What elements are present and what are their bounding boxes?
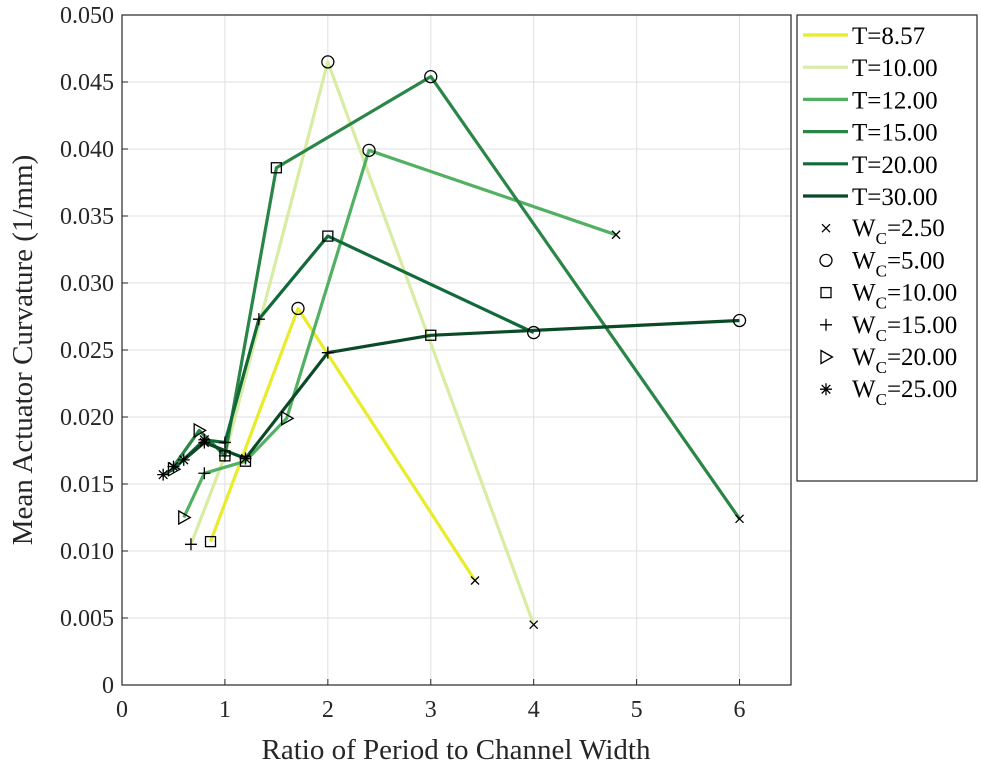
- data-point-x: [470, 576, 480, 585]
- y-tick-label: 0.030: [60, 271, 114, 297]
- data-point-square: [204, 535, 217, 548]
- y-tick-label: 0.015: [60, 472, 114, 498]
- y-tick-label: 0.025: [60, 338, 114, 364]
- series-line: [182, 148, 617, 519]
- legend-box: [796, 14, 978, 482]
- legend-label: WC=20.00: [852, 344, 957, 377]
- data-point-star: [167, 460, 180, 473]
- y-axis-ticks: 0 0.005 0.010 0.015 0.020 0.025 0.030 0.035 0.04…: [60, 3, 128, 699]
- y-axis-title: Mean Actuator Curvature (1/mm): [7, 155, 39, 546]
- data-point-plus: [184, 538, 197, 551]
- legend-marker-circle: [819, 253, 833, 268]
- x-axis-ticks: 0 1 2 3 4 5 6: [116, 679, 746, 723]
- legend-label: WC=5.00: [852, 247, 945, 280]
- legend-label: WC=25.00: [852, 376, 957, 409]
- legend-marker-square: [820, 286, 832, 299]
- legend-label: T=10.00: [852, 55, 938, 82]
- legend-marker-star: [820, 383, 832, 396]
- series-line: [189, 60, 536, 626]
- legend-marker-triangle: [820, 349, 834, 365]
- y-tick-label: 0.040: [60, 137, 114, 163]
- data-point-star: [177, 453, 190, 466]
- x-tick-label: 4: [528, 697, 540, 723]
- y-tick-label: 0.020: [60, 405, 114, 431]
- series-markers: [157, 55, 747, 630]
- legend-label: T=8.57: [852, 23, 925, 50]
- legend-label: WC=2.50: [852, 215, 945, 248]
- data-point-square: [270, 162, 283, 174]
- data-point-circle: [321, 55, 335, 69]
- data-point-plus: [252, 313, 265, 326]
- data-point-plus: [198, 467, 211, 480]
- data-point-circle: [362, 143, 376, 157]
- data-point-triangle: [167, 461, 182, 477]
- y-tick-label: 0.050: [60, 3, 114, 29]
- legend-label: WC=10.00: [852, 280, 957, 313]
- x-tick-label: 5: [631, 697, 643, 723]
- data-point-circle: [291, 301, 305, 316]
- legend-label: T=30.00: [852, 184, 938, 211]
- x-tick-label: 3: [425, 697, 437, 723]
- legend-label: T=15.00: [852, 120, 938, 147]
- data-point-triangle: [193, 422, 208, 439]
- legend-label: T=12.00: [852, 87, 938, 114]
- y-tick-label: 0.010: [60, 539, 114, 565]
- y-tick-label: 0.005: [60, 606, 114, 632]
- data-point-x: [529, 620, 539, 630]
- legend-marker-plus: [820, 318, 832, 331]
- data-point-plus: [218, 449, 231, 462]
- data-point-star: [239, 452, 252, 465]
- x-tick-label: 1: [219, 697, 231, 723]
- x-tick-label: 0: [116, 697, 128, 723]
- legend-label: T=20.00: [852, 152, 938, 179]
- x-tick-label: 2: [322, 697, 334, 723]
- data-point-star: [157, 468, 170, 481]
- data-point-square: [425, 329, 437, 341]
- data-point-plus: [321, 346, 334, 359]
- data-point-square: [322, 230, 334, 242]
- data-point-plus: [218, 436, 231, 449]
- data-point-x: [611, 230, 621, 240]
- legend: T=8.57 T=10.00 T=12.00 T=15.00 T=20.00 T=30.0…: [796, 14, 978, 482]
- data-point-x: [735, 514, 744, 524]
- data-point-circle: [732, 313, 747, 328]
- data-point-triangle: [281, 410, 295, 426]
- legend-marker-x: [821, 223, 831, 233]
- legend-label: WC=15.00: [852, 312, 957, 345]
- x-tick-label: 6: [734, 697, 746, 723]
- data-point-star: [198, 436, 211, 449]
- y-tick-label: 0.035: [60, 204, 114, 230]
- y-tick-label: 0: [102, 673, 114, 699]
- x-axis-title: Ratio of Period to Channel Width: [262, 734, 651, 766]
- data-point-triangle: [178, 509, 192, 526]
- data-point-circle: [527, 325, 541, 340]
- y-tick-label: 0.045: [60, 70, 114, 96]
- data-point-circle: [424, 69, 438, 84]
